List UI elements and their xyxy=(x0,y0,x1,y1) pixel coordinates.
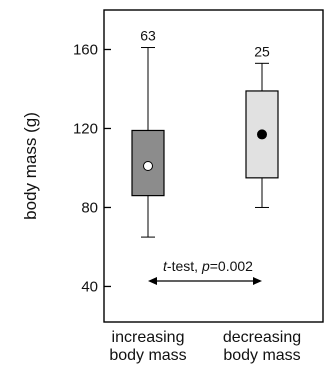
arrow-head-left xyxy=(148,277,157,285)
y-tick-label: 40 xyxy=(81,278,98,295)
y-tick-label: 120 xyxy=(73,120,98,137)
box-1 xyxy=(131,129,165,197)
sample-size-label: 25 xyxy=(254,43,270,59)
axes: 40 80 120 160 xyxy=(73,9,324,323)
x-category-label: body mass xyxy=(109,347,186,364)
box-2 xyxy=(245,90,279,179)
y-tick-label: 80 xyxy=(81,199,98,216)
median-marker-filled xyxy=(257,129,267,140)
x-category-label: increasing xyxy=(112,329,185,346)
median-marker-open xyxy=(143,161,153,171)
x-category-label: decreasing xyxy=(223,329,301,346)
boxes xyxy=(131,47,279,238)
arrow-head-right xyxy=(253,277,262,285)
y-tick-label: 160 xyxy=(73,41,98,58)
x-category-label: body mass xyxy=(223,347,300,364)
plot-frame xyxy=(103,9,324,323)
sample-size-label: 63 xyxy=(140,28,156,44)
t-test-annotation: t-test, p=0.002 xyxy=(163,258,253,274)
y-axis-label: body mass (g) xyxy=(21,112,40,220)
